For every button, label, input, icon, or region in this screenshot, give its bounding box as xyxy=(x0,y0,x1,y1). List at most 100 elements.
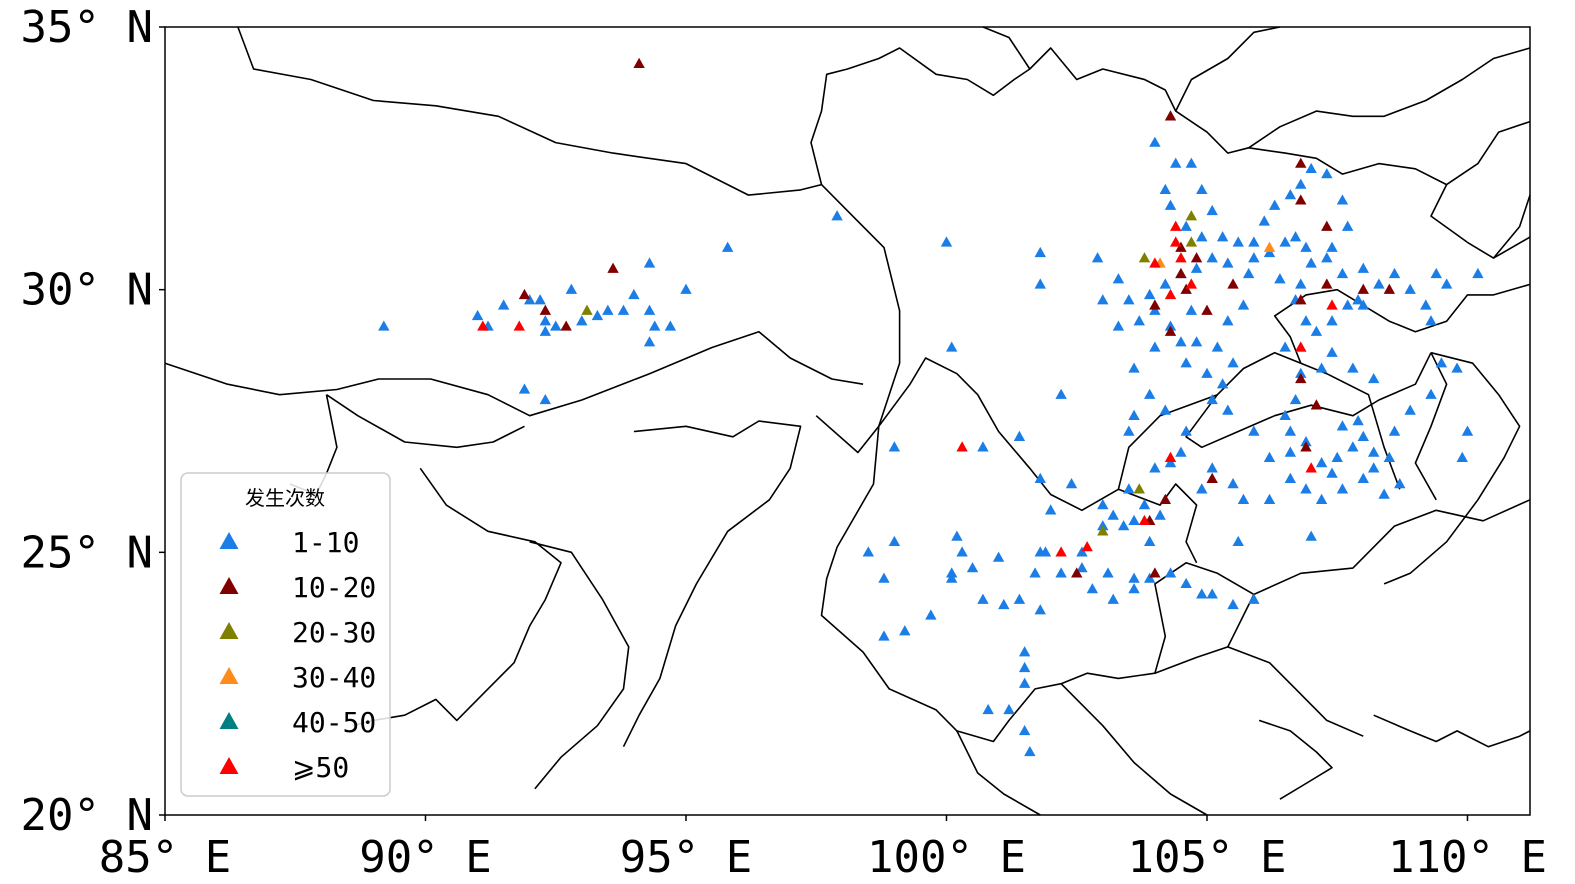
data-point-c1 xyxy=(1159,404,1172,415)
data-point-c1 xyxy=(1143,388,1156,399)
data-point-c1 xyxy=(1279,409,1291,420)
data-point-c1 xyxy=(1086,583,1099,594)
data-point-c1 xyxy=(1472,267,1484,279)
data-point-c1 xyxy=(1216,231,1229,242)
boundary-line xyxy=(982,26,1031,70)
data-point-c3 xyxy=(1133,483,1145,494)
plot-frame xyxy=(164,26,1531,816)
data-point-c1 xyxy=(1248,593,1260,604)
x-tick-label: 100° E xyxy=(867,832,1026,880)
data-point-c1 xyxy=(1357,262,1369,273)
data-point-c1 xyxy=(1336,420,1349,431)
data-point-c1 xyxy=(1149,136,1161,147)
data-point-c6 xyxy=(1326,299,1338,310)
y-tick-label: 20° N xyxy=(21,790,153,841)
data-point-c1 xyxy=(1451,362,1463,373)
data-point-c1 xyxy=(378,320,390,331)
data-point-c1 xyxy=(1347,441,1359,452)
data-point-c1 xyxy=(1159,183,1172,195)
axis-ticks: 85° E 90° E 95° E 100° E 105° E 110° E 35° N 30… xyxy=(21,2,1547,883)
data-point-c2 xyxy=(1295,157,1307,168)
data-point-c1 xyxy=(1003,703,1015,715)
data-point-c1 xyxy=(1123,294,1135,305)
data-point-c1 xyxy=(1196,588,1208,599)
data-point-c2 xyxy=(1175,241,1187,252)
legend-label-c2: 10-20 xyxy=(292,571,376,604)
data-point-c1 xyxy=(1315,493,1328,504)
data-point-c1 xyxy=(945,567,958,578)
legend-marker-c1 xyxy=(219,532,239,549)
data-point-c1 xyxy=(1222,404,1234,415)
data-point-c1 xyxy=(1196,231,1208,242)
data-point-c6 xyxy=(1138,514,1151,526)
data-point-c1 xyxy=(1420,299,1432,310)
data-point-c1 xyxy=(1326,241,1338,252)
data-point-c1 xyxy=(1034,278,1046,289)
data-point-c1 xyxy=(1232,535,1244,547)
data-point-c2 xyxy=(1149,299,1161,310)
data-point-c1 xyxy=(1300,241,1312,252)
data-point-c1 xyxy=(1378,488,1390,499)
legend-label-c4: 30-40 xyxy=(292,661,376,694)
data-point-c1 xyxy=(1425,315,1437,326)
data-point-c1 xyxy=(1300,483,1312,494)
boundary-line xyxy=(326,394,525,449)
plot-background xyxy=(165,27,1530,815)
data-point-c1 xyxy=(1180,425,1192,436)
data-point-c1 xyxy=(1065,478,1078,489)
x-tick-label: 105° E xyxy=(1128,832,1287,880)
data-point-c1 xyxy=(982,703,994,715)
data-point-c1 xyxy=(1055,567,1067,578)
legend-marker-c6 xyxy=(219,757,239,774)
data-point-c1 xyxy=(1263,246,1276,258)
data-point-c1 xyxy=(1196,183,1208,195)
data-point-c1 xyxy=(1164,457,1177,468)
data-point-c1 xyxy=(539,393,552,405)
data-point-c2 xyxy=(560,320,572,331)
data-point-c1 xyxy=(1341,299,1354,310)
data-point-c1 xyxy=(1336,483,1349,494)
data-point-c1 xyxy=(1404,283,1416,294)
data-point-c1 xyxy=(1138,499,1151,510)
boundary-line xyxy=(1258,719,1333,800)
data-point-c1 xyxy=(1315,457,1328,468)
legend-label-c5: 40-50 xyxy=(292,706,376,739)
data-point-c3 xyxy=(1185,236,1198,247)
data-point-c1 xyxy=(1034,246,1046,258)
data-point-c1 xyxy=(1373,278,1385,289)
data-point-c2 xyxy=(1357,283,1369,294)
data-point-c4 xyxy=(1263,241,1276,252)
boundary-line xyxy=(810,47,1531,259)
data-point-c1 xyxy=(1242,267,1255,279)
data-point-c1 xyxy=(1315,362,1328,373)
data-point-c1 xyxy=(1300,315,1312,326)
data-point-c1 xyxy=(1284,472,1297,483)
data-point-c1 xyxy=(497,299,510,310)
data-point-c1 xyxy=(539,325,552,336)
boundary-line xyxy=(237,26,901,454)
data-point-c1 xyxy=(1368,446,1380,457)
data-point-c1 xyxy=(1029,567,1041,578)
data-point-c1 xyxy=(1440,278,1453,289)
data-point-c1 xyxy=(899,625,911,636)
data-point-c6 xyxy=(1175,252,1187,263)
data-point-c1 xyxy=(1013,430,1026,441)
boundary-line xyxy=(622,420,802,748)
data-point-c1 xyxy=(977,593,989,604)
data-point-c1 xyxy=(1284,189,1297,200)
data-point-c1 xyxy=(1044,504,1057,515)
boundary-line xyxy=(1185,352,1432,449)
data-point-c1 xyxy=(1305,257,1317,268)
data-point-c1 xyxy=(1295,278,1307,289)
data-point-c1 xyxy=(721,241,734,252)
data-point-c1 xyxy=(1034,472,1046,483)
legend-marker-c5 xyxy=(219,712,239,729)
data-point-c6 xyxy=(1164,451,1177,462)
occurrence-points xyxy=(378,57,1484,757)
boundary-line xyxy=(1174,26,1281,112)
data-point-c2 xyxy=(1175,267,1187,279)
data-point-c1 xyxy=(1164,567,1177,578)
data-point-c1 xyxy=(1289,393,1302,405)
data-point-c1 xyxy=(664,320,677,331)
